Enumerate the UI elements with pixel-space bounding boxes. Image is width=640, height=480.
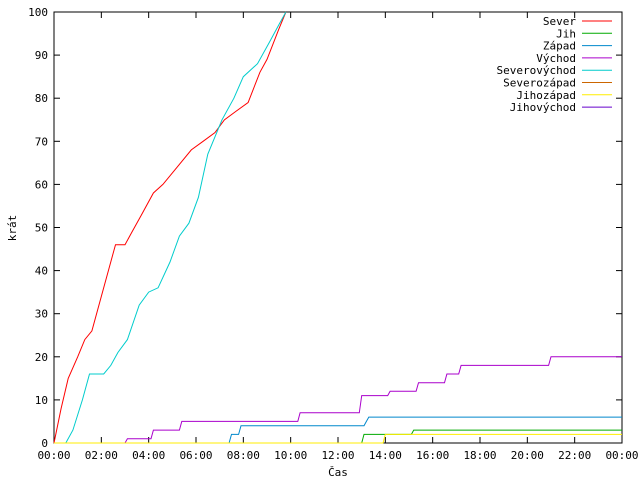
series-line [53, 11, 287, 444]
legend-label: Jihovýchod [510, 101, 576, 114]
y-axis-label: krát [6, 215, 19, 242]
y-tick-label: 60 [35, 178, 48, 191]
x-tick-label: 00:00 [605, 449, 638, 462]
legend: SeverJihZápadVýchodSeverovýchodSeverozáp… [497, 15, 612, 114]
y-axis-ticks: 0 10 20 30 40 50 60 70 80 90 100 [28, 6, 622, 450]
legend-label: Jih [556, 27, 576, 40]
x-axis-label: Čas [328, 466, 348, 479]
series-line [54, 11, 287, 444]
legend-label: Západ [543, 40, 576, 53]
x-tick-label: 08:00 [227, 449, 260, 462]
legend-label: Severovýchod [497, 64, 576, 77]
x-axis-ticks: 00:00 02:00 04:00 06:00 08:00 10:00 12:00 14:00… [37, 12, 639, 462]
x-tick-label: 10:00 [274, 449, 307, 462]
x-tick-label: 20:00 [511, 449, 544, 462]
x-tick-label: 00:00 [37, 449, 70, 462]
y-tick-label: 30 [35, 308, 48, 321]
y-tick-label: 10 [35, 394, 48, 407]
legend-label: Jihozápad [516, 89, 576, 102]
series-lines [53, 11, 622, 444]
legend-label: Severozápad [503, 77, 576, 90]
series-line [54, 433, 622, 444]
x-tick-label: 04:00 [132, 449, 165, 462]
y-tick-label: 90 [35, 49, 48, 62]
legend-label: Východ [536, 52, 576, 65]
y-tick-label: 50 [35, 222, 48, 235]
x-tick-label: 18:00 [463, 449, 496, 462]
x-tick-label: 06:00 [179, 449, 212, 462]
x-tick-label: 14:00 [369, 449, 402, 462]
x-tick-label: 16:00 [416, 449, 449, 462]
series-line [54, 356, 622, 444]
series-line [54, 416, 622, 444]
y-tick-label: 20 [35, 351, 48, 364]
y-tick-label: 0 [41, 437, 48, 450]
y-tick-label: 80 [35, 92, 48, 105]
y-tick-label: 40 [35, 265, 48, 278]
x-tick-label: 12:00 [321, 449, 354, 462]
x-tick-label: 02:00 [85, 449, 118, 462]
y-tick-label: 100 [28, 6, 48, 19]
legend-label: Sever [543, 15, 576, 28]
x-tick-label: 22:00 [558, 449, 591, 462]
y-tick-label: 70 [35, 135, 48, 148]
